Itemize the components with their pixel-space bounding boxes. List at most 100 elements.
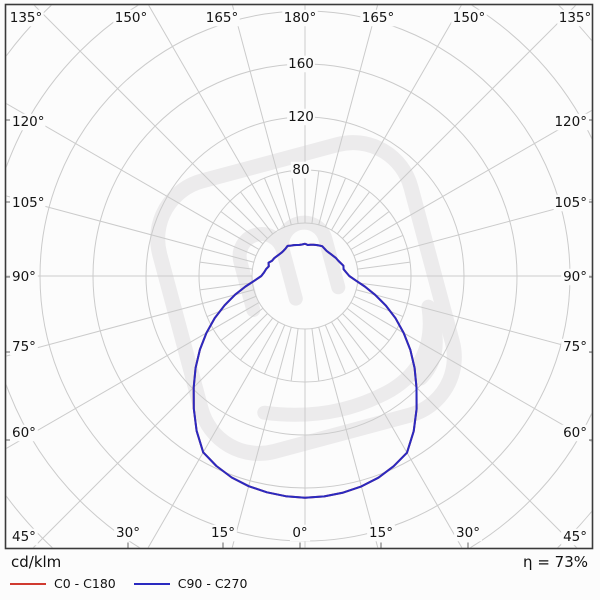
angle-label-right: 90° [563,269,587,285]
chart-frame [4,3,594,550]
angle-label-top: 135° [559,10,592,26]
spoke-gridline [6,289,254,357]
spoke-gridline [331,5,462,231]
efficiency-value: η = 73% [523,553,588,571]
label-backdrop [561,528,589,546]
spoke-gridline [346,307,390,341]
spoke-gridline [290,328,299,382]
legend-line-c90-c270-icon [133,582,170,585]
spoke-gridline [240,191,274,235]
spoke-gridline [232,5,292,225]
label-backdrop [553,113,589,131]
label-backdrop [10,528,38,546]
spoke-gridline [353,295,404,318]
spoke-gridline [356,289,592,354]
spoke-gridline [318,5,378,225]
spoke-gridline [231,327,292,548]
label-backdrop [10,424,38,442]
angle-label-left: 120° [12,114,45,130]
spoke-gridline [33,5,268,239]
angle-label-bottom: 30° [116,525,140,541]
spoke-gridline [220,211,264,245]
spoke-gridline [350,110,592,250]
legend: C0 - C180 C90 - C270 [10,576,247,591]
angle-label-left: 45° [12,529,36,545]
angle-label-left: 60° [12,425,36,441]
angle-label-top: 165° [206,10,239,26]
units-label: cd/klm [11,553,62,571]
label-backdrop [209,524,237,542]
polar-chart-canvas: 135° 150° 165° 180° 165° 150° 135° 120° 105° 90° 7… [0,0,600,556]
label-backdrop [8,9,44,27]
spoke-gridline [6,103,260,250]
label-backdrop [287,55,315,73]
angle-label-top: 165° [362,10,395,26]
spoke-gridline [263,324,286,375]
spoke-gridline [148,5,279,231]
label-backdrop [114,524,142,542]
spoke-gridline [342,313,578,548]
label-backdrop [360,9,396,27]
label-backdrop [10,338,38,356]
angle-label-top: 135° [10,10,43,26]
legend-label-c90-c270: C90 - C270 [177,576,248,591]
angle-label-top: 150° [453,10,486,26]
spoke-gridline [147,321,279,548]
spoke-gridline [240,317,274,361]
radial-label: 120 [288,109,314,125]
label-backdrop [10,268,38,286]
label-backdrop [10,194,46,212]
angle-label-left: 75° [12,339,36,355]
spoke-gridline [324,177,347,228]
intensity-curve-c90-c270 [192,242,418,499]
spoke-gridline [32,313,268,548]
spoke-gridline [331,321,463,548]
spoke-gridline [311,170,320,224]
angle-label-right: 105° [554,195,587,211]
angle-label-right: 45° [563,529,587,545]
angle-label-left: 90° [12,269,36,285]
label-backdrop [287,108,315,126]
angle-label-top: 180° [284,10,317,26]
spoke-gridline [346,211,390,245]
label-backdrop [289,524,311,542]
spoke-gridline [336,191,370,235]
legend-label-c0-c180: C0 - C180 [54,576,116,591]
spoke-gridline [290,170,299,224]
label-backdrop [204,9,240,27]
angle-label-bottom: 15° [211,525,235,541]
spoke-gridline [220,307,264,341]
spoke-gridline [199,282,253,291]
radial-label: 160 [288,56,314,72]
angle-label-bottom: 0° [292,525,307,541]
label-backdrop [557,9,593,27]
label-backdrop [553,194,589,212]
spoke-gridline [336,317,370,361]
spoke-gridline [318,327,379,548]
angle-label-right: 75° [563,339,587,355]
spoke-gridline [206,234,257,257]
spoke-gridline [324,324,347,375]
label-backdrop [561,338,589,356]
spoke-gridline [199,261,253,270]
angle-label-bottom: 30° [456,525,480,541]
angle-label-top: 150° [115,10,148,26]
angle-label-right: 60° [563,425,587,441]
radial-label: 80 [292,162,309,178]
spoke-gridline [206,295,257,318]
label-backdrop [10,113,46,131]
spoke-gridline [263,177,286,228]
legend-line-c0-c180-icon [10,582,46,585]
label-backdrop [282,9,318,27]
chart-background [0,0,600,556]
label-backdrop [561,268,589,286]
spoke-gridline [356,198,592,263]
angle-label-left: 105° [12,195,45,211]
angle-label-bottom: 15° [369,525,393,541]
spoke-gridline [357,261,411,270]
spoke-gridline [357,282,411,291]
label-backdrop [290,161,312,179]
angle-label-right: 120° [554,114,587,130]
label-backdrop [113,9,149,27]
